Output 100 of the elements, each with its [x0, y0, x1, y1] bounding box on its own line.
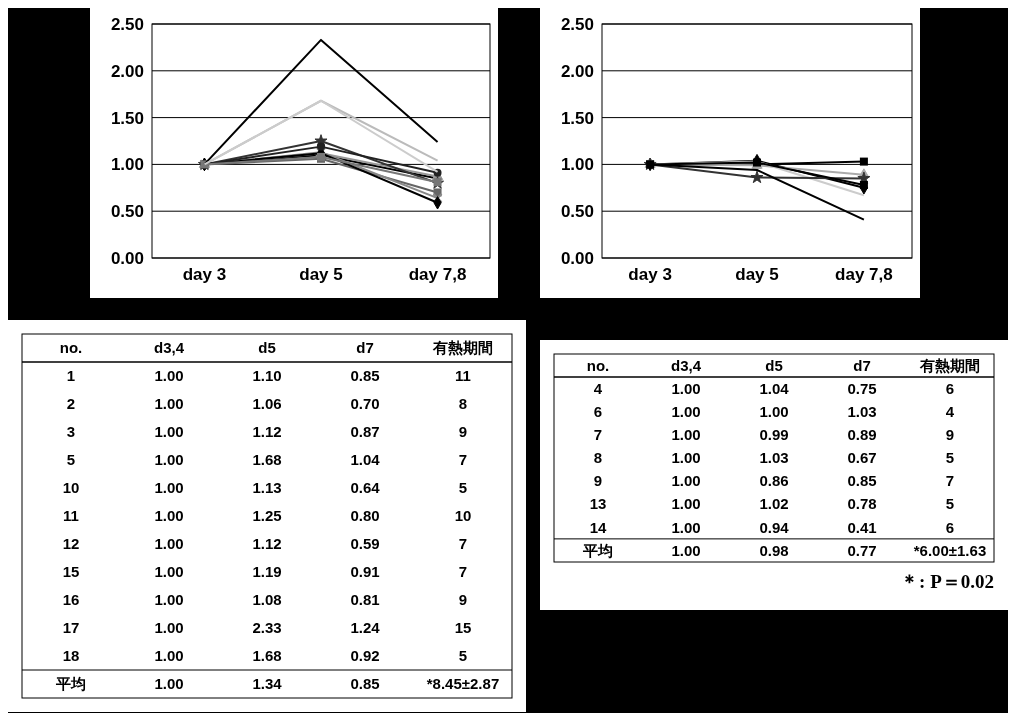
y-tick-label: 6: [593, 403, 603, 421]
x-tick-label: d7: [853, 356, 871, 374]
data-label: 7: [458, 535, 468, 553]
data-label: 5: [458, 647, 468, 665]
data-label: 0.99: [759, 426, 789, 444]
data-label: 4: [945, 403, 955, 421]
data-label: 0.75: [847, 379, 877, 397]
y-tick-label: 2.50: [110, 14, 144, 34]
x-tick-label: 有熱期間: [919, 356, 980, 374]
data-label: 1.68: [252, 647, 282, 665]
data-label: 1.19: [252, 563, 282, 581]
y-tick-label: 2.50: [560, 14, 594, 34]
y-tick-label: 13: [589, 495, 607, 513]
data-label: 0.86: [759, 472, 789, 490]
data-label: 1.24: [350, 619, 381, 637]
data-label: 2.33: [252, 619, 282, 637]
data-label: 1.03: [847, 403, 877, 421]
data-label: 0.94: [759, 518, 790, 536]
y-tick-label: 2.00: [560, 61, 594, 81]
x-tick-label: d5: [765, 356, 783, 374]
y-tick-label: 3: [66, 423, 76, 441]
data-label: 1.00: [671, 495, 701, 513]
data-label: 7: [458, 563, 468, 581]
data-label: 1.13: [252, 479, 282, 497]
data-label: 0.64: [350, 479, 381, 497]
data-label: 0.59: [350, 535, 380, 553]
x-tick-label: day 5: [299, 265, 343, 284]
x-tick-label: day 7,8: [835, 265, 893, 284]
y-tick-label: 0.00: [110, 248, 144, 268]
data-label: 1.00: [154, 367, 184, 385]
data-label: 1.00: [154, 563, 184, 581]
data-label: 1.00: [671, 541, 701, 559]
text: ＊: P＝0.02: [900, 571, 994, 592]
y-tick-label: 0.00: [560, 248, 594, 268]
data-label: 1.02: [759, 495, 789, 513]
data-label: 0.80: [350, 507, 380, 525]
data-label: 1.00: [154, 479, 184, 497]
data-label: 1.08: [252, 591, 282, 609]
y-tick-label: 4: [593, 379, 603, 397]
data-label: 9: [945, 426, 955, 444]
y-tick-label: 0.50: [110, 202, 144, 222]
data-label: 7: [458, 451, 468, 469]
x-tick-label: day 3: [182, 265, 227, 284]
text: *6.00±1.63: [913, 541, 987, 559]
y-tick-label: 1.50: [110, 108, 144, 128]
y-axis-title: no.: [59, 339, 83, 357]
data-label: 1.00: [154, 619, 184, 637]
data-label: 1.00: [154, 675, 184, 693]
data-label: 1.00: [671, 518, 701, 536]
data-label: 0.87: [350, 423, 380, 441]
y-tick-label: 2.00: [110, 61, 144, 81]
data-label: 1.04: [350, 451, 381, 469]
y-tick-label: 2: [66, 395, 76, 413]
data-label: 1.06: [252, 395, 282, 413]
y-tick-label: 5: [66, 451, 76, 469]
data-label: 0.98: [759, 541, 789, 559]
data-label: 1.00: [154, 507, 184, 525]
text: *8.45±2.87: [426, 675, 500, 693]
y-tick-label: 平均: [55, 675, 86, 693]
data-label: 1.00: [671, 403, 701, 421]
data-label: 10: [454, 507, 472, 525]
data-label: 0.67: [847, 449, 877, 467]
y-tick-label: 16: [62, 591, 80, 609]
y-tick-label: 1: [66, 367, 76, 385]
y-tick-label: 0.50: [560, 202, 594, 222]
x-tick-label: d3,4: [153, 339, 185, 357]
data-label: 1.68: [252, 451, 282, 469]
x-tick-label: day 7,8: [408, 265, 467, 284]
x-tick-label: day 3: [628, 265, 672, 284]
data-label: 0.85: [350, 675, 380, 693]
data-label: 0.91: [350, 563, 380, 581]
data-label: 11: [455, 367, 471, 385]
y-axis-title: no.: [586, 356, 610, 374]
y-tick-label: 1.00: [560, 155, 594, 175]
y-tick-label: 平均: [582, 541, 613, 559]
data-label: 7: [945, 472, 955, 490]
x-tick-label: d5: [258, 339, 276, 357]
data-label: 1.25: [252, 507, 282, 525]
data-label: 15: [454, 619, 472, 637]
y-tick-label: 10: [62, 479, 80, 497]
y-tick-label: 15: [62, 563, 80, 581]
data-label: 5: [945, 495, 955, 513]
y-tick-label: 12: [62, 535, 80, 553]
data-label: 9: [458, 423, 468, 441]
x-tick-label: d3,4: [670, 356, 702, 374]
y-tick-label: 18: [62, 647, 80, 665]
data-label: 6: [945, 379, 955, 397]
data-label: 1.00: [154, 451, 184, 469]
data-label: 0.78: [847, 495, 877, 513]
y-tick-label: 8: [593, 449, 603, 467]
y-tick-label: 1.50: [560, 108, 594, 128]
data-label: 0.81: [350, 591, 380, 609]
data-label: 1.00: [154, 423, 184, 441]
data-label: 1.00: [154, 591, 184, 609]
x-tick-label: 有熱期間: [432, 339, 493, 357]
data-label: 0.85: [350, 367, 380, 385]
data-label: 9: [458, 591, 468, 609]
data-label: 1.12: [252, 535, 282, 553]
y-tick-label: 11: [63, 507, 79, 525]
data-label: 1.00: [671, 426, 701, 444]
